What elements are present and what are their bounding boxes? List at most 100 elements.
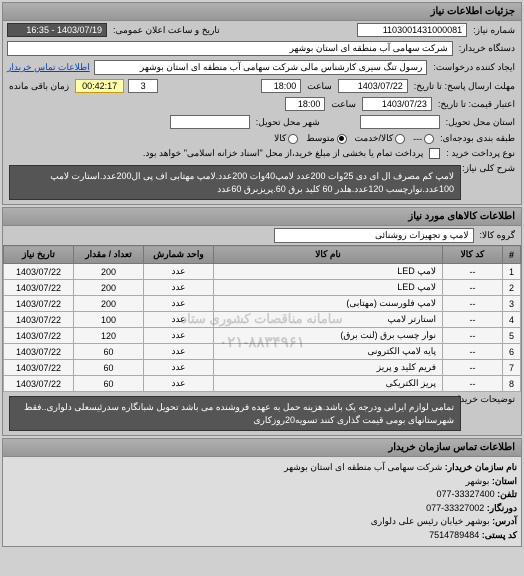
main-panel: جزئیات اطلاعات نیاز شماره نیاز: 11030014… <box>2 2 522 205</box>
contact-panel: اطلاعات تماس سازمان خریدار نام سازمان خر… <box>2 438 522 547</box>
field-pub-date: 1403/07/19 - 16:35 <box>7 23 107 37</box>
label-addr: آدرس: <box>492 516 517 526</box>
val-org: شرکت سهامی آب منطقه ای استان بوشهر <box>284 462 442 472</box>
cell-code: -- <box>443 344 503 360</box>
cell-name: استارتر لامپ <box>214 312 443 328</box>
cell-idx: 3 <box>503 296 521 312</box>
cell-qty: 200 <box>74 280 144 296</box>
val-addr: بوشهر خیابان رئیس علی دلواری <box>371 516 490 526</box>
payment-note: پرداخت تمام یا بخشی از مبلغ خرید،از محل … <box>7 148 425 159</box>
label-buyer: دستگاه خریدار: <box>457 43 517 54</box>
col-name: نام کالا <box>214 246 443 264</box>
radio-opt4[interactable]: --- <box>413 134 434 144</box>
label-budget: طبقه بندی بودجه‌ای: <box>438 133 517 144</box>
col-qty: تعداد / مقدار <box>74 246 144 264</box>
cell-idx: 2 <box>503 280 521 296</box>
cell-idx: 8 <box>503 376 521 392</box>
label-city-delivery: شهر محل تحویل: <box>254 117 322 128</box>
label-time2: ساعت <box>329 99 358 110</box>
cell-qty: 60 <box>74 344 144 360</box>
row-req-no: شماره نیاز: 1103001431000081 تاریخ و ساع… <box>3 21 521 39</box>
table-row[interactable]: 3--لامپ فلورسنت (مهتابی)عدد2001403/07/22 <box>4 296 521 312</box>
table-row[interactable]: 4--استارتر لامپعدد1001403/07/22 <box>4 312 521 328</box>
label-time1: ساعت <box>305 81 334 92</box>
cell-code: -- <box>443 312 503 328</box>
label-deadline: مهلت ارسال پاسخ: تا تاریخ: <box>412 81 517 92</box>
table-row[interactable]: 7--فریم کلید و پریزعدد601403/07/22 <box>4 360 521 376</box>
panel-title: جزئیات اطلاعات نیاز <box>3 3 521 21</box>
cell-idx: 7 <box>503 360 521 376</box>
field-buyer: شرکت سهامی آب منطقه ای استان بوشهر <box>7 41 453 56</box>
label-prov: استان: <box>492 476 517 486</box>
contact-link[interactable]: اطلاعات تماس خریدار <box>7 62 90 73</box>
row-requester: ایجاد کننده درخواست: رسول تنگ سیری کارشن… <box>3 58 521 77</box>
cell-qty: 120 <box>74 328 144 344</box>
table-header-row: # کد کالا نام کالا واحد شمارش تعداد / مق… <box>4 246 521 264</box>
row-delivery: استان محل تحویل: شهر محل تحویل: <box>3 113 521 131</box>
cell-qty: 60 <box>74 376 144 392</box>
field-group: لامپ و تجهیزات روشنائی <box>274 228 474 243</box>
label-prov-delivery: استان محل تحویل: <box>444 117 517 128</box>
table-row[interactable]: 8--پریز الکتریکیعدد601403/07/22 <box>4 376 521 392</box>
val-post: 7514789484 <box>429 530 479 540</box>
cell-name: نوار چسب برق (لنت برق) <box>214 328 443 344</box>
cell-idx: 5 <box>503 328 521 344</box>
col-date: تاریخ نیاز <box>4 246 74 264</box>
cell-name: لامپ LED <box>214 280 443 296</box>
cell-code: -- <box>443 280 503 296</box>
label-req-no: شماره نیاز: <box>471 25 517 36</box>
row-payment: نوع پرداخت خرید : پرداخت تمام یا بخشی از… <box>3 146 521 161</box>
table-row[interactable]: 6--پایه لامپ الکترونیعدد601403/07/22 <box>4 344 521 360</box>
contact-panel-title: اطلاعات تماس سازمان خریدار <box>3 439 521 457</box>
goods-panel-title: اطلاعات کالاهای مورد نیاز <box>3 208 521 226</box>
row-group: گروه کالا: لامپ و تجهیزات روشنائی <box>3 226 521 245</box>
cell-unit: عدد <box>144 360 214 376</box>
cell-name: لامپ فلورسنت (مهتابی) <box>214 296 443 312</box>
label-requester: ایجاد کننده درخواست: <box>431 62 517 73</box>
radio-opt3[interactable]: کالا/خدمت <box>355 133 406 144</box>
row-buyer: دستگاه خریدار: شرکت سهامی آب منطقه ای اس… <box>3 39 521 58</box>
cell-code: -- <box>443 328 503 344</box>
table-row[interactable]: 5--نوار چسب برق (لنت برق)عدد1201403/07/2… <box>4 328 521 344</box>
field-req-no: 1103001431000081 <box>357 23 467 37</box>
cell-code: -- <box>443 376 503 392</box>
radio-opt1[interactable]: کالا <box>274 133 298 144</box>
field-deadline-date: 1403/07/22 <box>338 79 408 93</box>
cell-date: 1403/07/22 <box>4 296 74 312</box>
label-org: نام سازمان خریدار: <box>445 462 517 472</box>
label-validity: اعتبار قیمت: تا تاریخ: <box>436 99 517 110</box>
val-prov: بوشهر <box>466 476 490 486</box>
cell-unit: عدد <box>144 328 214 344</box>
cell-date: 1403/07/22 <box>4 280 74 296</box>
timer: 00:42:17 <box>75 79 124 93</box>
table-row[interactable]: 1--لامپ LEDعدد2001403/07/22 <box>4 264 521 280</box>
cell-idx: 1 <box>503 264 521 280</box>
row-buyer-note: توضیحات خریدار: تمامی لوازم ایرانی ودرجه… <box>3 392 521 435</box>
cell-unit: عدد <box>144 344 214 360</box>
radio-opt2[interactable]: متوسط <box>306 133 346 144</box>
row-desc: شرح کلی نیاز: لامپ کم مصرف ال ای دی 25وا… <box>3 161 521 204</box>
cell-date: 1403/07/22 <box>4 376 74 392</box>
payment-checkbox[interactable] <box>429 148 440 159</box>
cell-date: 1403/07/22 <box>4 328 74 344</box>
field-city-delivery <box>170 115 250 129</box>
label-buyer-note: توضیحات خریدار: <box>467 394 517 405</box>
cell-unit: عدد <box>144 296 214 312</box>
cell-name: پریز الکتریکی <box>214 376 443 392</box>
cell-date: 1403/07/22 <box>4 264 74 280</box>
desc-text: لامپ کم مصرف ال ای دی 25وات 200عدد لامپ4… <box>9 165 461 200</box>
label-tel: تلفن: <box>497 489 517 499</box>
budget-radios: --- کالا/خدمت متوسط کالا <box>274 133 434 144</box>
cell-qty: 60 <box>74 360 144 376</box>
table-row[interactable]: 2--لامپ LEDعدد2001403/07/22 <box>4 280 521 296</box>
field-validity-time: 18:00 <box>285 97 325 111</box>
field-requester: رسول تنگ سیری کارشناس مالی شرکت سهامی آب… <box>94 60 428 75</box>
field-deadline-time: 18:00 <box>261 79 301 93</box>
cell-idx: 6 <box>503 344 521 360</box>
cell-date: 1403/07/22 <box>4 344 74 360</box>
cell-qty: 100 <box>74 312 144 328</box>
label-post: کد پستی: <box>482 530 517 540</box>
row-deadline: مهلت ارسال پاسخ: تا تاریخ: 1403/07/22 سا… <box>3 77 521 95</box>
field-validity-date: 1403/07/23 <box>362 97 432 111</box>
label-remain: زمان باقی مانده <box>7 81 71 92</box>
